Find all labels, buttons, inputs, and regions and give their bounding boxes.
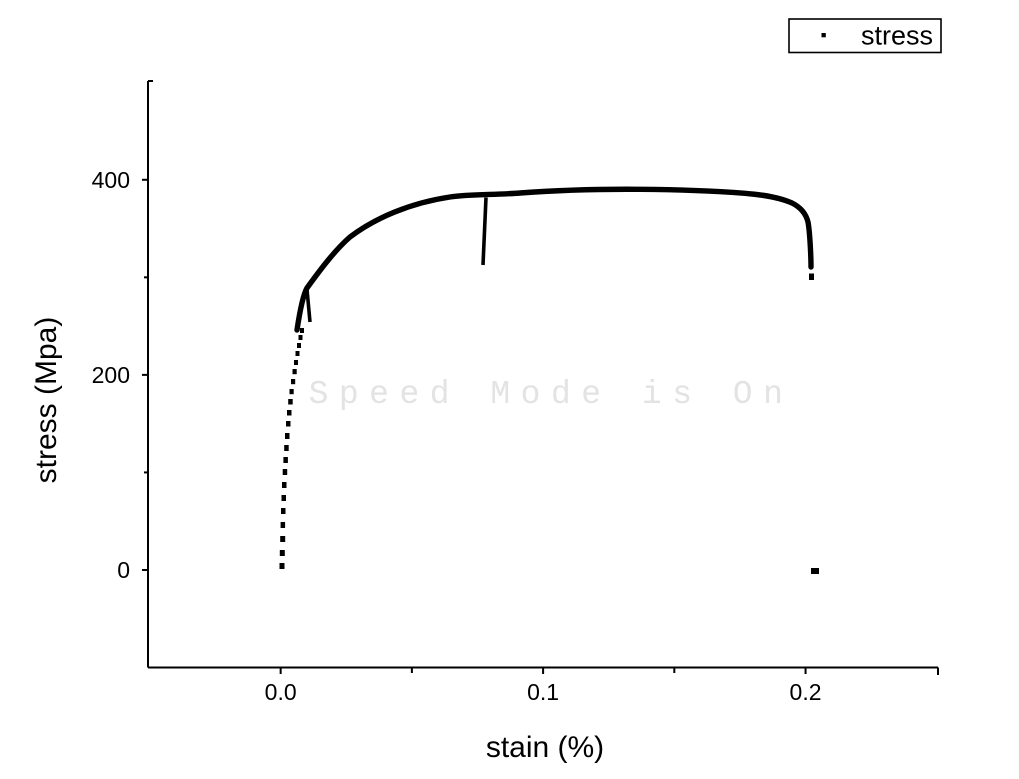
svg-text:0.0: 0.0 (265, 679, 297, 705)
svg-text:200: 200 (92, 362, 130, 388)
svg-text:Speed Mode is On: Speed Mode is On (309, 376, 794, 413)
svg-text:0.1: 0.1 (527, 679, 559, 705)
svg-text:stress: stress (861, 21, 933, 51)
svg-text:400: 400 (92, 167, 130, 193)
svg-text:0: 0 (117, 557, 130, 583)
svg-text:0.2: 0.2 (790, 679, 822, 705)
svg-text:stain (%): stain (%) (486, 731, 604, 764)
svg-text:stress (Mpa): stress (Mpa) (30, 317, 63, 484)
